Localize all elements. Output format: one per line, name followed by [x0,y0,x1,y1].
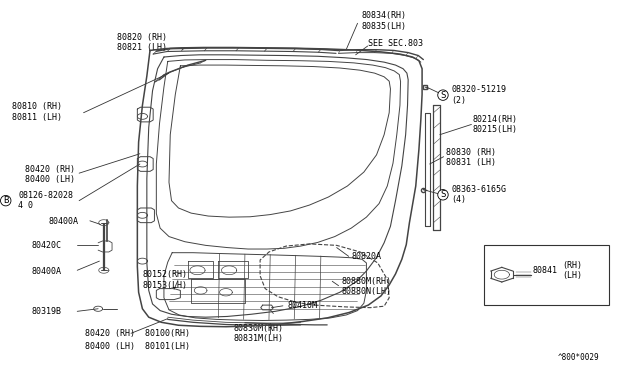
Text: 80830 (RH)
80831 (LH): 80830 (RH) 80831 (LH) [446,148,496,167]
Text: 08320-51219
(2): 08320-51219 (2) [451,86,506,105]
Text: 80400A: 80400A [31,266,61,276]
Text: 80420C: 80420C [31,241,61,250]
Text: 80841: 80841 [533,266,558,275]
Text: 80420 (RH)
80400 (LH): 80420 (RH) 80400 (LH) [25,164,75,184]
Text: S: S [440,91,445,100]
Text: SEE SEC.803: SEE SEC.803 [367,39,422,48]
Text: 80880M(RH)
80880N(LH): 80880M(RH) 80880N(LH) [341,277,391,296]
Text: 80834(RH)
80835(LH): 80834(RH) 80835(LH) [362,12,406,31]
Text: 80820 (RH)
80821 (LH): 80820 (RH) 80821 (LH) [117,33,167,52]
Text: S: S [440,190,445,199]
Text: 80820A: 80820A [351,252,381,261]
Text: 08126-82028
4 0: 08126-82028 4 0 [19,191,74,210]
Text: 80319B: 80319B [31,307,61,316]
Text: ^800*0029: ^800*0029 [558,353,600,362]
Text: 08363-6165G
(4): 08363-6165G (4) [451,185,506,205]
Text: 80400 (LH)  80101(LH): 80400 (LH) 80101(LH) [86,342,191,351]
Text: B: B [3,196,8,205]
Text: (RH)
(LH): (RH) (LH) [563,260,582,280]
Text: 80152(RH)
80153(LH): 80152(RH) 80153(LH) [143,270,188,290]
Text: 80410M: 80410M [287,301,317,310]
Bar [484,245,609,305]
Text: 80830M(RH)
80831M(LH): 80830M(RH) 80831M(LH) [234,324,284,343]
Text: 80810 (RH)
80811 (LH): 80810 (RH) 80811 (LH) [12,102,62,122]
Text: 80400A: 80400A [49,217,79,227]
Text: 80214(RH)
80215(LH): 80214(RH) 80215(LH) [473,115,518,134]
Text: 80420 (RH)  80100(RH): 80420 (RH) 80100(RH) [86,329,191,338]
